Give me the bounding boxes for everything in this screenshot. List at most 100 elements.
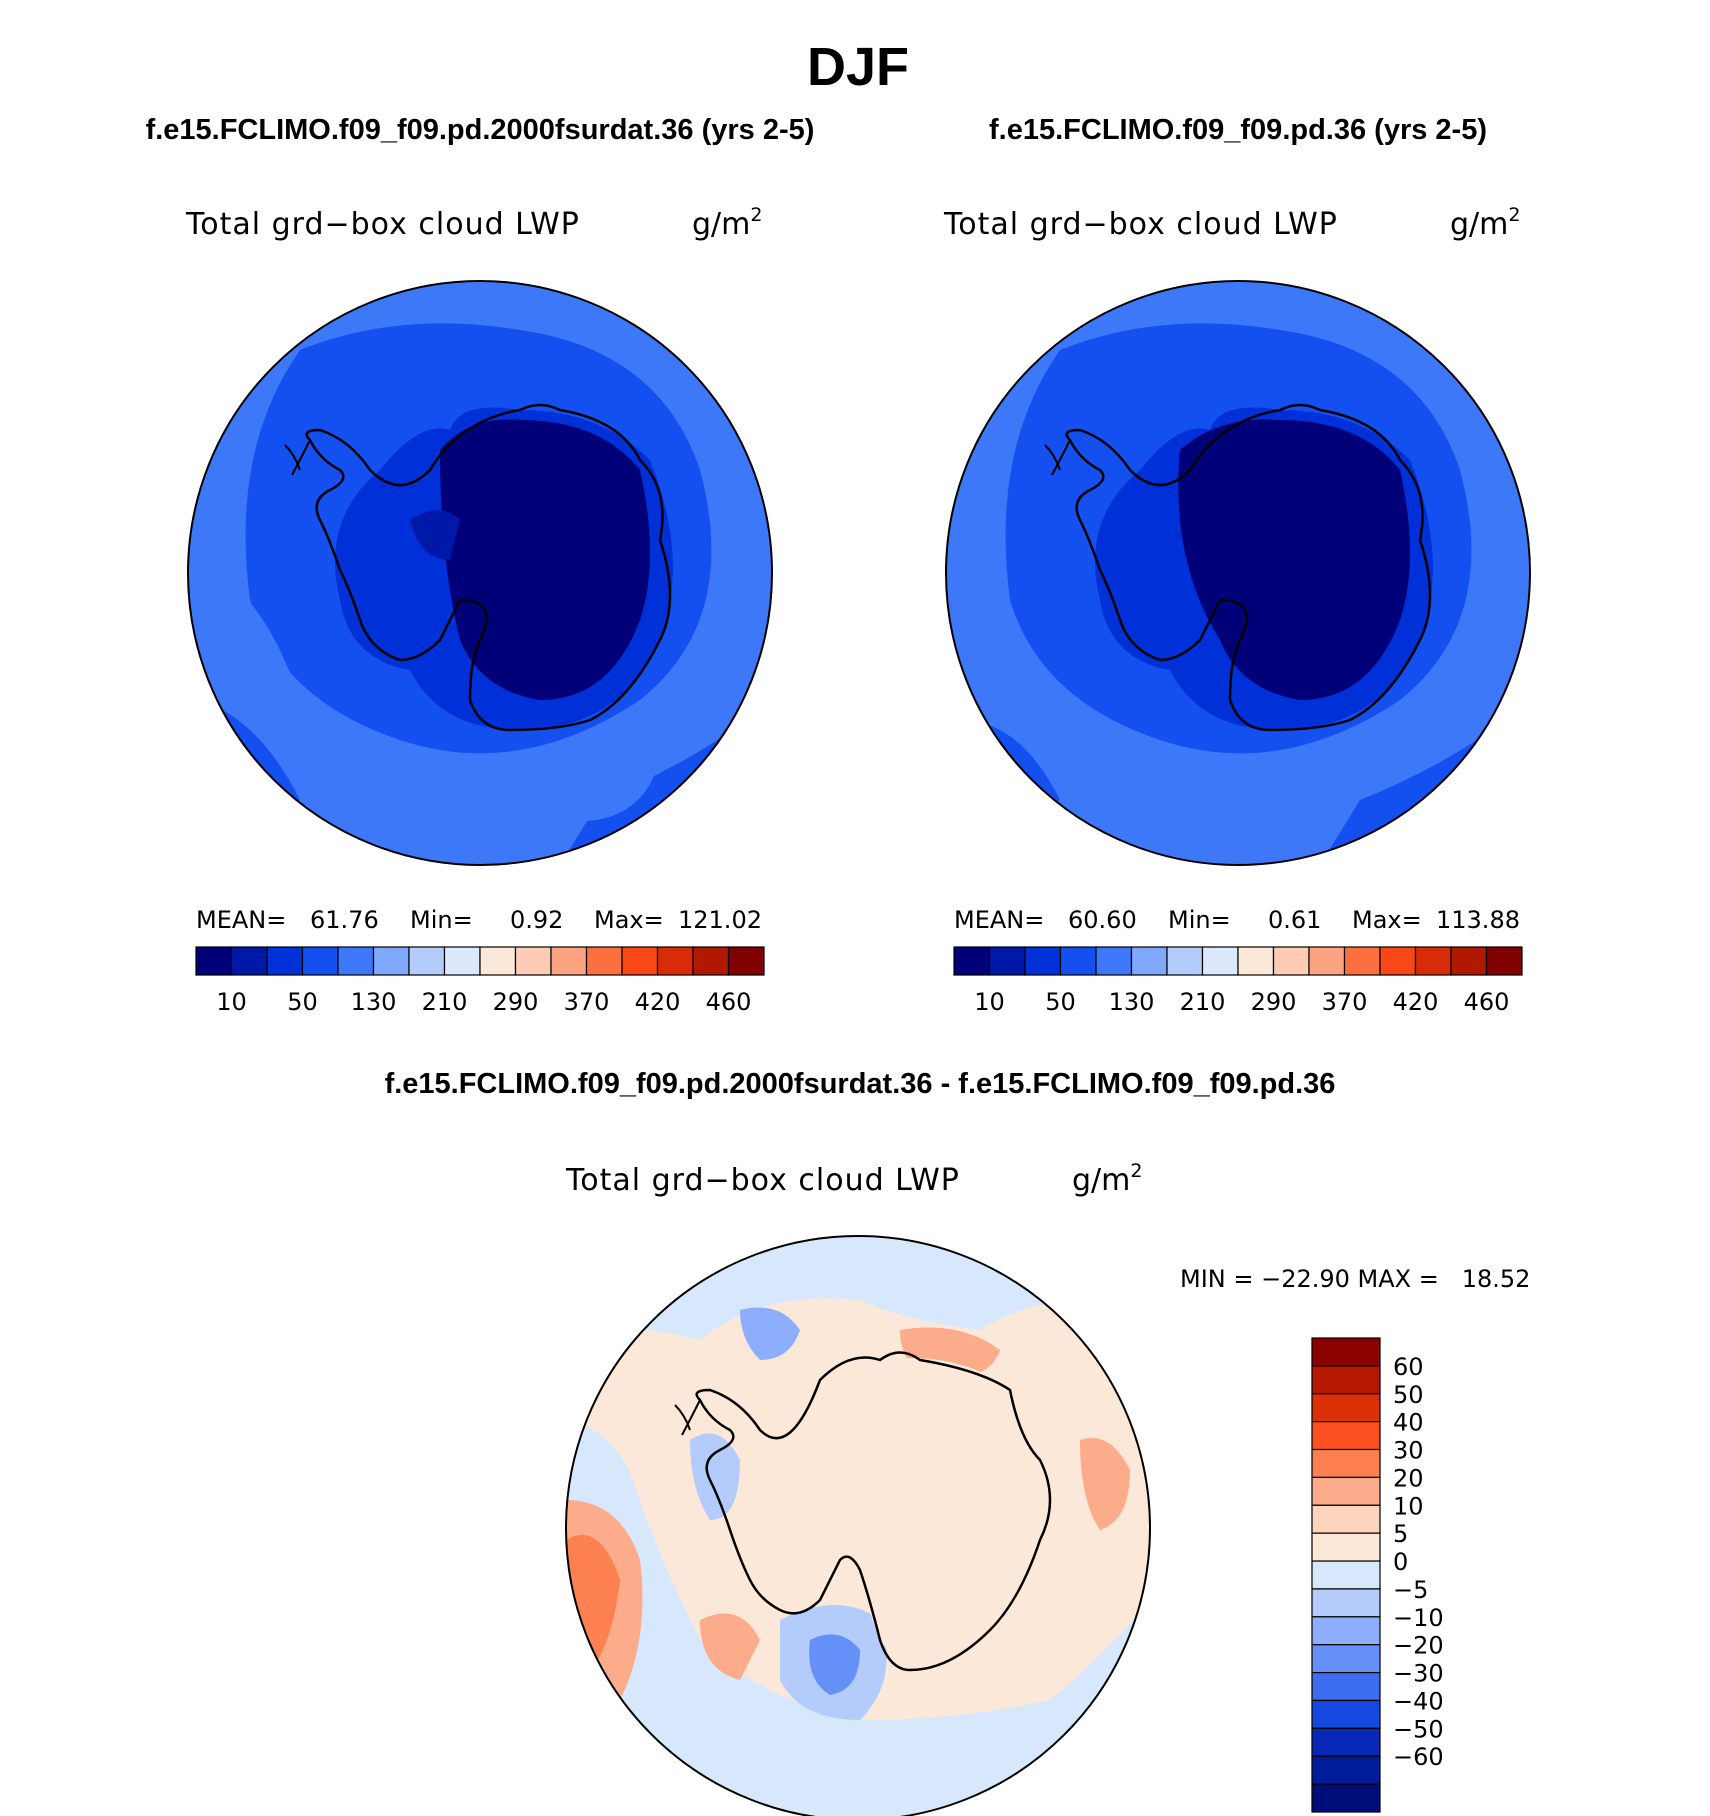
panel-3-colorbar-box xyxy=(1311,1448,1381,1479)
panel-2-colorbar-box xyxy=(1166,946,1204,976)
panel-3-colorbar-tick-label: −10 xyxy=(1393,1604,1444,1632)
panel-1-colorbar: 10 50 130 210 290 370 420 460 xyxy=(195,946,765,1016)
panel-2-colorbar-box xyxy=(1450,946,1488,976)
panel-1-colorbar-box xyxy=(443,946,481,976)
panel-3-colorbar-tick-label: 50 xyxy=(1393,1381,1424,1409)
panel-1-variable-label: Total grd−box cloud LWP xyxy=(185,207,580,242)
panel-1-colorbar-box xyxy=(266,946,304,976)
panel-3-colorbar-box xyxy=(1311,1421,1381,1451)
panel-1-colorbar-box xyxy=(195,946,233,976)
panel-2-colorbar-box xyxy=(988,946,1026,976)
panel-2-colorbar-box xyxy=(1379,946,1417,976)
panel-2-colorbar-box xyxy=(1059,946,1097,976)
panel-2-units: g/m2 xyxy=(1450,204,1520,242)
panel-3-colorbar-tick-label: 40 xyxy=(1393,1409,1424,1437)
panel-3-colorbar-box xyxy=(1311,1699,1381,1729)
panel-2-colorbar-box xyxy=(1308,946,1346,976)
panel-3-units: g/m2 xyxy=(1072,1160,1142,1198)
panel-2-colorbar-tick-label: 210 xyxy=(1180,988,1226,1016)
panel-2-colorbar-box xyxy=(1485,946,1523,976)
panel-1-colorbar-tick-label: 130 xyxy=(351,988,397,1016)
panel-3-colorbar-tick-label: −60 xyxy=(1393,1743,1444,1771)
panel-2-variable-label: Total grd−box cloud LWP xyxy=(943,207,1338,242)
panel-1-units-exp: 2 xyxy=(750,204,762,226)
panel-1-mean-value: 61.76 xyxy=(310,906,379,934)
panel-2-colorbar-tick-label: 50 xyxy=(1045,988,1076,1016)
panel-3-map xyxy=(566,1236,1150,1816)
panel-1-units-base: g/m xyxy=(692,207,750,242)
panel-3-colorbar-tick-label: 10 xyxy=(1393,1492,1424,1520)
panel-1-colorbar-tick-label: 370 xyxy=(564,988,610,1016)
panel-3-colorbar-tick-label: 0 xyxy=(1393,1548,1408,1576)
panel-1-colorbar-tick-label: 290 xyxy=(493,988,539,1016)
panel-1-map-border xyxy=(187,280,773,866)
panel-1-colorbar-tick-label: 10 xyxy=(216,988,247,1016)
panel-3-colorbar-tick-label: 20 xyxy=(1393,1464,1424,1492)
panel-2-colorbar-box xyxy=(1130,946,1168,976)
panel-1-colorbar-box xyxy=(585,946,623,976)
panel-1-colorbar-box xyxy=(230,946,268,976)
panel-3-colorbar-box xyxy=(1311,1476,1381,1506)
panel-1-max-label: Max= xyxy=(594,906,664,934)
panel-3-colorbar-box xyxy=(1311,1783,1381,1813)
panel-2-colorbar-tick-label: 460 xyxy=(1464,988,1510,1016)
panel-2-colorbar: 10 50 130 210 290 370 420 460 xyxy=(953,946,1523,1016)
panel-1-colorbar-box xyxy=(621,946,659,976)
panel-2-colorbar-tick-label: 290 xyxy=(1251,988,1297,1016)
panel-3-units-base: g/m xyxy=(1072,1163,1130,1198)
panel-3-title: f.e15.FCLIMO.f09_f09.pd.2000fsurdat.36 -… xyxy=(385,1068,1336,1100)
panel-3-colorbar-box xyxy=(1311,1671,1381,1702)
panel-2-colorbar-box xyxy=(1095,946,1133,976)
panel-3-minmax: MIN = −22.90 MAX = 18.52 xyxy=(1180,1265,1530,1293)
panel-3-colorbar-box xyxy=(1311,1755,1381,1785)
panel-2-colorbar-box xyxy=(1272,946,1310,976)
panel-3: f.e15.FCLIMO.f09_f09.pd.2000fsurdat.36 -… xyxy=(385,1068,1530,1816)
panel-2-title: f.e15.FCLIMO.f09_f09.pd.36 (yrs 2-5) xyxy=(989,114,1487,146)
panel-3-colorbar-box xyxy=(1311,1393,1381,1423)
panel-3-colorbar-box xyxy=(1311,1644,1381,1674)
panel-2-colorbar-box xyxy=(1024,946,1062,976)
panel-1-mean-label: MEAN= xyxy=(196,906,286,934)
panel-2-mean-label: MEAN= xyxy=(954,906,1044,934)
panel-3-colorbar-tick-label: −30 xyxy=(1393,1660,1444,1688)
panel-2-colorbar-tick-label: 130 xyxy=(1109,988,1155,1016)
panel-3-colorbar-box xyxy=(1311,1504,1381,1534)
panel-3-colorbar-tick-label: 5 xyxy=(1393,1520,1408,1548)
panel-1-map xyxy=(188,281,772,865)
panel-2-colorbar-box xyxy=(1201,946,1239,976)
panel-2-colorbar-tick-label: 370 xyxy=(1322,988,1368,1016)
panel-2-colorbar-box xyxy=(1414,946,1452,976)
panel-3-colorbar-tick-label: −20 xyxy=(1393,1632,1444,1660)
panel-1-title: f.e15.FCLIMO.f09_f09.pd.2000fsurdat.36 (… xyxy=(146,114,815,146)
panel-2-mean-value: 60.60 xyxy=(1068,906,1137,934)
panel-1-colorbar-box xyxy=(514,946,552,976)
panel-1-colorbar-box xyxy=(301,946,339,976)
panel-3-map-border xyxy=(565,1235,1151,1816)
panel-3-colorbar-box xyxy=(1311,1560,1381,1590)
panel-2-map xyxy=(946,281,1530,865)
panel-3-colorbar-tick-label: 30 xyxy=(1393,1437,1424,1465)
panel-3-units-exp: 2 xyxy=(1130,1160,1142,1182)
panel-1-max-value: 121.02 xyxy=(678,906,762,934)
panel-1-colorbar-box xyxy=(550,946,588,976)
panel-3-colorbar-box xyxy=(1311,1727,1381,1757)
panel-3-colorbar-box xyxy=(1311,1588,1381,1618)
panel-1-units: g/m2 xyxy=(692,204,762,242)
panel-1-colorbar-box xyxy=(656,946,694,976)
panel-3-colorbar-tick-label: 60 xyxy=(1393,1353,1424,1381)
figure-title: DJF xyxy=(807,37,909,97)
panel-1-colorbar-box xyxy=(692,946,730,976)
panel-2-min-value: 0.61 xyxy=(1268,906,1321,934)
panel-3-colorbar-box xyxy=(1311,1337,1381,1367)
panel-1-colorbar-tick-label: 210 xyxy=(422,988,468,1016)
panel-2-colorbar-tick-label: 10 xyxy=(974,988,1005,1016)
panel-2-colorbar-box xyxy=(1237,946,1275,976)
panel-2-colorbar-box xyxy=(953,946,991,976)
panel-2-max-label: Max= xyxy=(1352,906,1422,934)
panel-2-colorbar-box xyxy=(1343,946,1381,976)
panel-2-colorbar-tick-label: 420 xyxy=(1393,988,1439,1016)
panel-1-colorbar-tick-label: 420 xyxy=(635,988,681,1016)
panel-3-variable-label: Total grd−box cloud LWP xyxy=(565,1163,960,1198)
